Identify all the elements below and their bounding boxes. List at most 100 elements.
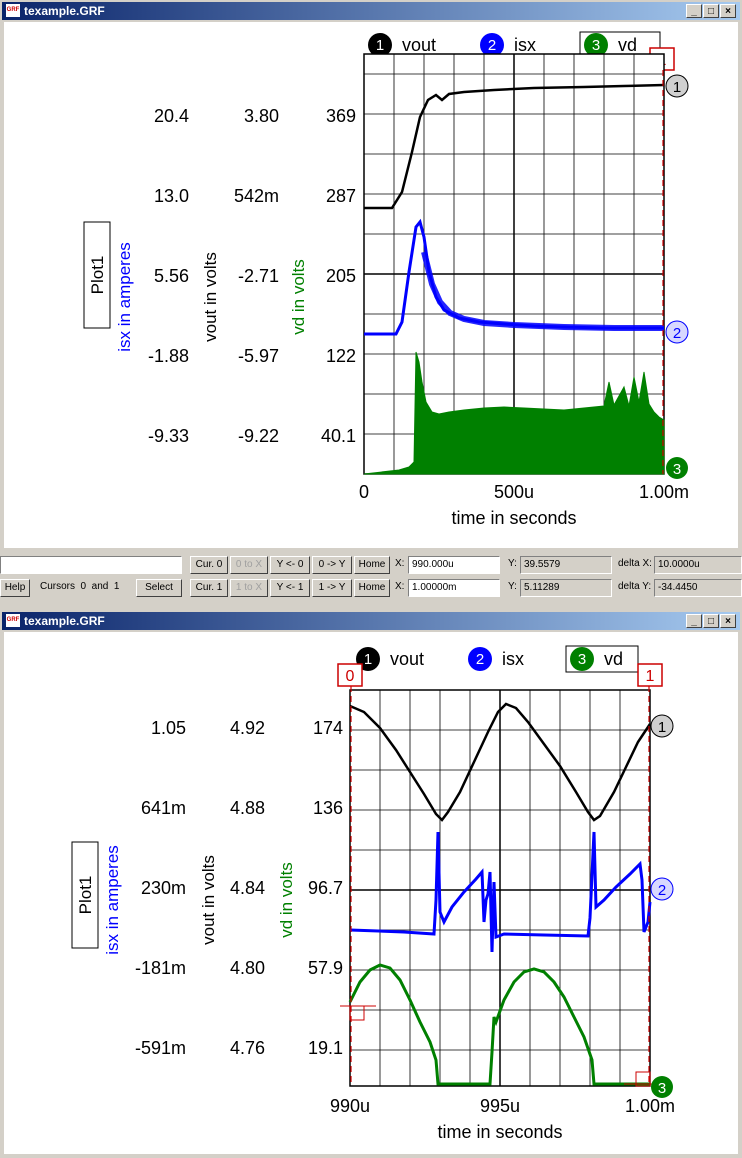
vout-tick-2: 542m xyxy=(234,186,279,206)
delta-x-field[interactable]: 10.0000u xyxy=(654,556,742,574)
minimize-button[interactable]: _ xyxy=(686,614,702,628)
select-button[interactable]: Select xyxy=(136,579,182,597)
cur1-to-y-button[interactable]: 1 -> Y xyxy=(312,579,352,597)
window-1-titlebar[interactable]: GRF texample.GRF _ □ × xyxy=(2,2,740,20)
isx-tick-2: 13.0 xyxy=(154,186,189,206)
home1-button[interactable]: Home xyxy=(354,579,390,597)
legend-vd-label: vd xyxy=(618,35,637,55)
vout-axis-title: vout in volts xyxy=(199,855,218,945)
plot1-label: Plot1 xyxy=(88,256,107,295)
vd-tick-3: 205 xyxy=(326,266,356,286)
x-tick-3: 1.00m xyxy=(639,482,689,502)
legend-vout[interactable]: 1 vout xyxy=(368,33,436,57)
isx-tick-5: -591m xyxy=(135,1038,186,1058)
help-button[interactable]: Help xyxy=(0,579,30,597)
home0-button[interactable]: Home xyxy=(354,556,390,574)
minimize-button[interactable]: _ xyxy=(686,4,702,18)
plot-area-1[interactable]: 1 vout 2 isx 3 vd 1 Plot1 xyxy=(4,22,738,548)
cur0-x-field[interactable]: 990.000u xyxy=(408,556,500,574)
close-button[interactable]: × xyxy=(720,614,736,628)
plot1-label-box[interactable]: Plot1 xyxy=(71,841,99,949)
vout-tick-1: 4.92 xyxy=(230,718,265,738)
isx-ripple-band xyxy=(421,251,664,331)
plot1-label-box[interactable]: Plot1 xyxy=(83,221,111,329)
x-axis-title: time in seconds xyxy=(451,508,576,528)
cursor-1-label[interactable]: 1 xyxy=(637,663,663,687)
isx-axis-title: isx in amperes xyxy=(115,242,134,352)
grf-app-icon: GRF xyxy=(6,614,20,627)
delta-y-field[interactable]: -34.4450 xyxy=(654,579,742,597)
trace-marker-1[interactable]: 1 xyxy=(665,74,689,98)
legend-vd[interactable]: 3 vd xyxy=(565,645,639,673)
isx-tick-1: 1.05 xyxy=(151,718,186,738)
cursor-0-crosshair[interactable] xyxy=(340,1005,376,1021)
vout-tick-4: -5.97 xyxy=(238,346,279,366)
window-2-titlebar[interactable]: GRF texample.GRF _ □ × xyxy=(2,612,740,630)
cursor-toolbar: Cur. 0 0 to X Y <- 0 0 -> Y Home X: 990.… xyxy=(0,550,742,612)
isx-trace xyxy=(349,831,652,953)
trace-marker-3[interactable]: 3 xyxy=(666,457,688,479)
cur0-y-field[interactable]: 39.5579 xyxy=(520,556,612,574)
window-1-client: 1 vout 2 isx 3 vd 1 Plot1 xyxy=(4,22,738,548)
legend-isx[interactable]: 2 isx xyxy=(480,33,536,57)
legend-isx[interactable]: 2 isx xyxy=(468,647,524,671)
y1-label: Y: xyxy=(508,581,517,592)
svg-text:2: 2 xyxy=(673,325,681,342)
cur0-to-x-button[interactable]: 0 to X xyxy=(230,556,268,574)
isx-tick-4: -1.88 xyxy=(148,346,189,366)
legend-vout-label: vout xyxy=(402,35,436,55)
delta-x-label: delta X: xyxy=(618,558,652,569)
trace-marker-3[interactable]: 3 xyxy=(651,1076,673,1098)
legend-vout-label: vout xyxy=(390,649,424,669)
legend-isx-number: 2 xyxy=(488,37,496,54)
legend-vd[interactable]: 3 vd xyxy=(579,31,661,59)
svg-text:2: 2 xyxy=(658,882,666,899)
graph-window-1: GRF texample.GRF _ □ × 1 vout 2 isx 3 vd xyxy=(0,0,742,552)
isx-tick-1: 20.4 xyxy=(154,106,189,126)
trace-marker-2[interactable]: 2 xyxy=(650,877,674,901)
legend-vd-number: 3 xyxy=(578,651,586,668)
plot-area-2[interactable]: 1 vout 2 isx 3 vd 0 1 xyxy=(4,632,738,1154)
trace-marker-2[interactable]: 2 xyxy=(665,320,689,344)
vout-tick-4: 4.80 xyxy=(230,958,265,978)
legend-vout-number: 1 xyxy=(364,651,372,668)
y-from-cur1-button[interactable]: Y <- 1 xyxy=(270,579,310,597)
legend-isx-number: 2 xyxy=(476,651,484,668)
vout-tick-5: -9.22 xyxy=(238,426,279,446)
cur1-button[interactable]: Cur. 1 xyxy=(190,579,228,597)
cursor-0-label[interactable]: 0 xyxy=(337,663,363,687)
vd-tick-3: 96.7 xyxy=(308,878,343,898)
maximize-button[interactable]: □ xyxy=(703,614,719,628)
vout-trace xyxy=(364,83,665,210)
cur1-y-field[interactable]: 5.11289 xyxy=(520,579,612,597)
close-button[interactable]: × xyxy=(720,4,736,18)
legend-vout[interactable]: 1 vout xyxy=(356,647,424,671)
maximize-button[interactable]: □ xyxy=(703,4,719,18)
svg-text:1: 1 xyxy=(646,668,655,685)
window-1-title: texample.GRF xyxy=(24,4,105,18)
vd-tick-2: 136 xyxy=(313,798,343,818)
x-tick-3: 1.00m xyxy=(625,1096,675,1116)
svg-text:3: 3 xyxy=(658,1080,666,1097)
y0-label: Y: xyxy=(508,558,517,569)
vout-trace xyxy=(349,702,652,822)
trace-marker-1[interactable]: 1 xyxy=(650,714,674,738)
vd-trace xyxy=(363,351,665,475)
x-tick-2: 995u xyxy=(480,1096,520,1116)
cur1-to-x-button[interactable]: 1 to X xyxy=(230,579,268,597)
cursor-1-crosshair[interactable] xyxy=(624,1071,656,1087)
svg-text:3: 3 xyxy=(673,461,681,478)
grf-app-icon: GRF xyxy=(6,4,20,17)
legend-vd-label: vd xyxy=(604,649,623,669)
vout-tick-3: 4.84 xyxy=(230,878,265,898)
cur0-to-y-button[interactable]: 0 -> Y xyxy=(312,556,352,574)
vd-tick-5: 40.1 xyxy=(321,426,356,446)
toolbar-blank-field[interactable] xyxy=(0,556,182,574)
window-2-title: texample.GRF xyxy=(24,614,105,628)
y-from-cur0-button[interactable]: Y <- 0 xyxy=(270,556,310,574)
cur1-x-field[interactable]: 1.00000m xyxy=(408,579,500,597)
legend-vd-number: 3 xyxy=(592,37,600,54)
vout-tick-2: 4.88 xyxy=(230,798,265,818)
cur0-button[interactable]: Cur. 0 xyxy=(190,556,228,574)
cursors-label: Cursors 0 and 1 xyxy=(40,581,120,592)
